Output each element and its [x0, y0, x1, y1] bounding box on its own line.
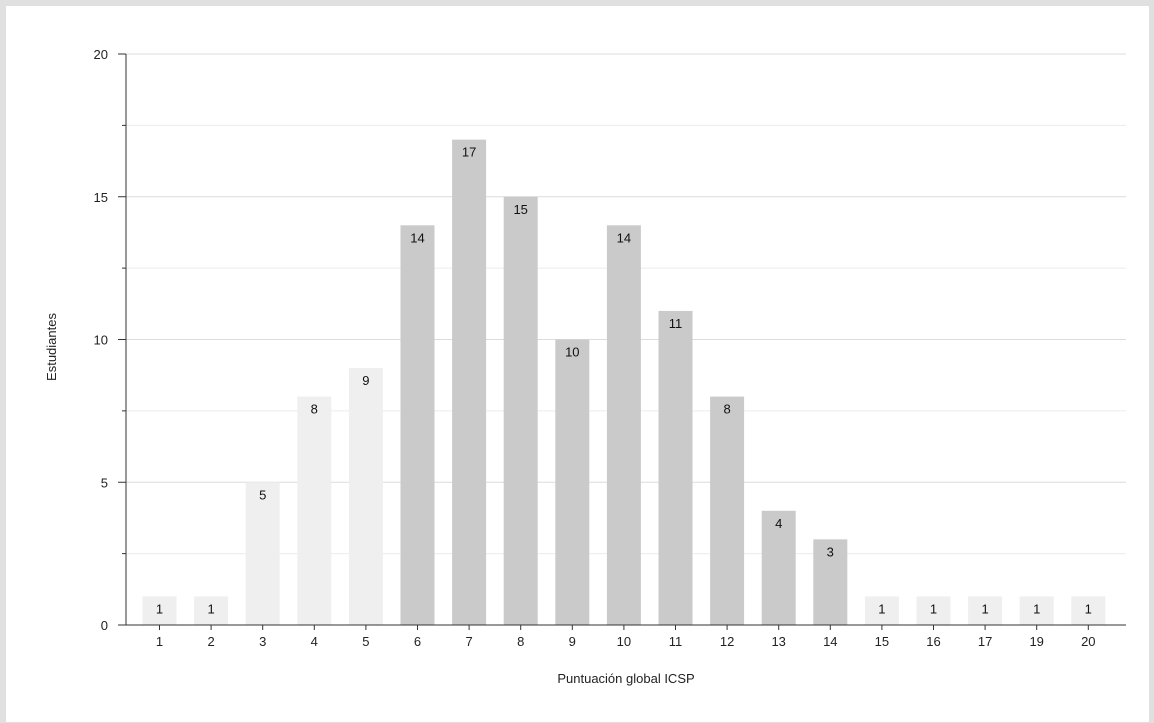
x-tick-label: 2	[207, 634, 214, 649]
bar-value-label: 14	[617, 230, 631, 245]
x-tick-label: 7	[465, 634, 472, 649]
x-tick-label: 13	[771, 634, 785, 649]
bar-value-label: 10	[565, 345, 579, 360]
y-axis-title: Estudiantes	[44, 313, 59, 381]
bar	[348, 368, 383, 625]
x-tick-label: 12	[720, 634, 734, 649]
y-tick-label: 15	[94, 190, 108, 205]
y-tick-label: 0	[101, 618, 108, 633]
x-tick-label: 11	[669, 634, 683, 649]
x-tick-label: 8	[517, 634, 524, 649]
bar-value-label: 1	[981, 601, 988, 616]
bar	[606, 225, 641, 626]
x-tick-label: 19	[1029, 634, 1043, 649]
x-tick-label: 5	[362, 634, 369, 649]
x-tick-labels: 1 2 3 4 5 6 7 8 9 10 11 12 13 14 15 16 17 19 20	[156, 634, 1096, 649]
bar-value-label: 1	[207, 601, 214, 616]
x-tick-label: 9	[569, 634, 576, 649]
bar-value-label: 1	[156, 601, 163, 616]
bar	[503, 196, 538, 625]
x-tick-label: 17	[978, 634, 992, 649]
bar	[710, 396, 745, 625]
bars	[142, 139, 1106, 626]
bar	[400, 225, 435, 626]
y-tick-labels: 0 5 10 15 20	[94, 47, 108, 633]
x-tick-label: 1	[156, 634, 163, 649]
bar-value-label: 8	[723, 402, 730, 417]
bar	[245, 482, 280, 625]
bar	[297, 396, 332, 625]
x-tick-label: 3	[259, 634, 266, 649]
bar-value-label: 5	[259, 487, 266, 502]
bar	[142, 596, 177, 625]
bar	[916, 596, 951, 625]
bar	[1019, 596, 1054, 625]
bar-value-label: 4	[775, 516, 782, 531]
bar-value-label: 15	[513, 202, 527, 217]
bar-value-label: 1	[1033, 601, 1040, 616]
bar-value-label: 9	[362, 373, 369, 388]
bar-value-label: 14	[410, 230, 424, 245]
bar	[761, 510, 796, 625]
bar-value-label: 1	[930, 601, 937, 616]
bar	[813, 539, 848, 625]
x-tick-label: 4	[311, 634, 318, 649]
bar-value-label: 8	[311, 402, 318, 417]
bar-value-label: 17	[462, 145, 476, 160]
x-axis-title: Puntuación global ICSP	[557, 671, 694, 686]
bar	[658, 310, 693, 625]
bar	[864, 596, 899, 625]
bar-value-label: 11	[669, 316, 683, 331]
x-tick-label: 10	[617, 634, 631, 649]
y-tick-label: 20	[94, 47, 108, 62]
x-tick-label: 6	[414, 634, 421, 649]
x-tick-label: 16	[926, 634, 940, 649]
bar-value-label: 1	[1085, 601, 1092, 616]
bar	[194, 596, 229, 625]
bar-value-label: 3	[827, 544, 834, 559]
x-tick-label: 15	[875, 634, 889, 649]
bar	[452, 139, 487, 625]
x-tick-label: 20	[1081, 634, 1095, 649]
bar-value-label: 1	[878, 601, 885, 616]
y-tick-label: 5	[101, 475, 108, 490]
bar	[1071, 596, 1106, 625]
bar	[968, 596, 1003, 625]
axes	[118, 53, 1126, 630]
y-tick-label: 10	[94, 333, 108, 348]
x-tick-label: 14	[823, 634, 837, 649]
bar	[555, 339, 590, 625]
